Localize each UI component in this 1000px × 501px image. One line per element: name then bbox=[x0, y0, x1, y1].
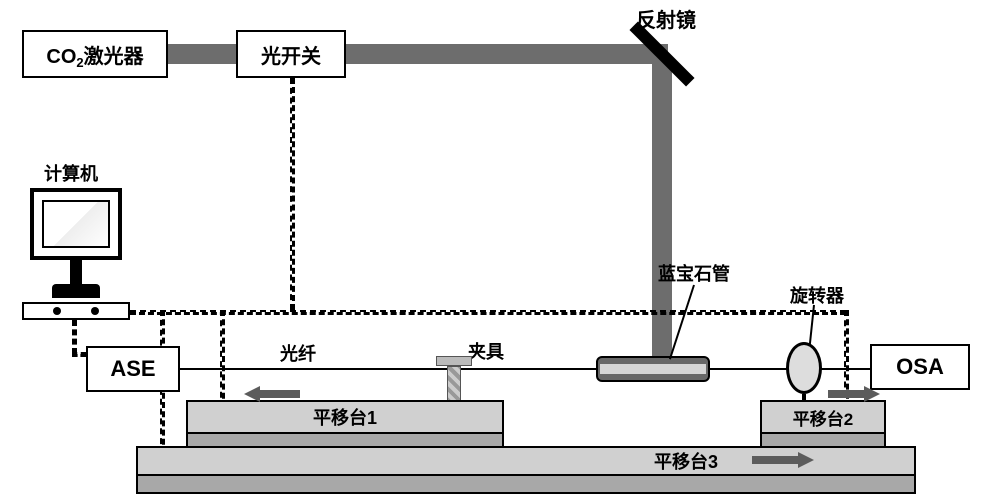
ctrl-port-h bbox=[72, 352, 86, 357]
clamp-label: 夹具 bbox=[468, 338, 504, 364]
stage2-side bbox=[760, 434, 886, 448]
stage1-arrow-shaft bbox=[260, 390, 300, 398]
stage3-side bbox=[136, 476, 916, 494]
computer-stand bbox=[70, 260, 82, 286]
computer-base bbox=[52, 284, 100, 298]
sapphire-label: 蓝宝石管 bbox=[658, 260, 730, 286]
computer-label: 计算机 bbox=[44, 160, 98, 186]
fiber-label: 光纤 bbox=[280, 340, 316, 366]
port-dot bbox=[91, 307, 99, 315]
osa-label: OSA bbox=[896, 354, 944, 380]
clamp-head bbox=[436, 356, 472, 366]
rotator-disc bbox=[786, 342, 822, 394]
ase-block: ASE bbox=[86, 346, 180, 392]
computer-screen bbox=[42, 200, 110, 248]
port-dot bbox=[53, 307, 61, 315]
clamp-stem bbox=[447, 366, 461, 404]
ctrl-switch-v bbox=[290, 78, 295, 310]
ctrl-port-v bbox=[72, 320, 77, 354]
stage2-top: 平移台2 bbox=[760, 400, 886, 434]
mirror-label: 反射镜 bbox=[636, 4, 696, 33]
beam-laser-to-switch bbox=[168, 44, 236, 64]
stage1-arrow-head bbox=[244, 386, 260, 402]
co2-laser-block: CO2激光器 bbox=[22, 30, 168, 78]
ase-label: ASE bbox=[110, 356, 155, 382]
rotator-label: 旋转器 bbox=[790, 282, 844, 308]
computer-ports bbox=[22, 302, 130, 320]
stage3-label: 平移台3 bbox=[654, 448, 718, 474]
stage1-label: 平移台1 bbox=[313, 404, 377, 430]
stage2-label: 平移台2 bbox=[793, 405, 853, 430]
ctrl-bus-h bbox=[130, 310, 846, 315]
stage3-arrow-head bbox=[798, 452, 814, 468]
stage1-side bbox=[186, 434, 504, 448]
stage2-arrow-head bbox=[864, 386, 880, 402]
co2-laser-label: CO2激光器 bbox=[46, 40, 143, 69]
optical-switch-label: 光开关 bbox=[261, 40, 321, 69]
fiber-line bbox=[180, 368, 870, 370]
ctrl-stage1-v bbox=[220, 310, 225, 408]
sapphire-tube-core bbox=[600, 364, 706, 374]
sapphire-leader bbox=[669, 285, 695, 360]
stage1-top: 平移台1 bbox=[186, 400, 504, 434]
stage3-arrow-shaft bbox=[752, 456, 798, 464]
beam-switch-to-mirror bbox=[346, 44, 668, 64]
stage2-arrow-shaft bbox=[828, 390, 864, 398]
optical-switch-block: 光开关 bbox=[236, 30, 346, 78]
osa-block: OSA bbox=[870, 344, 970, 390]
